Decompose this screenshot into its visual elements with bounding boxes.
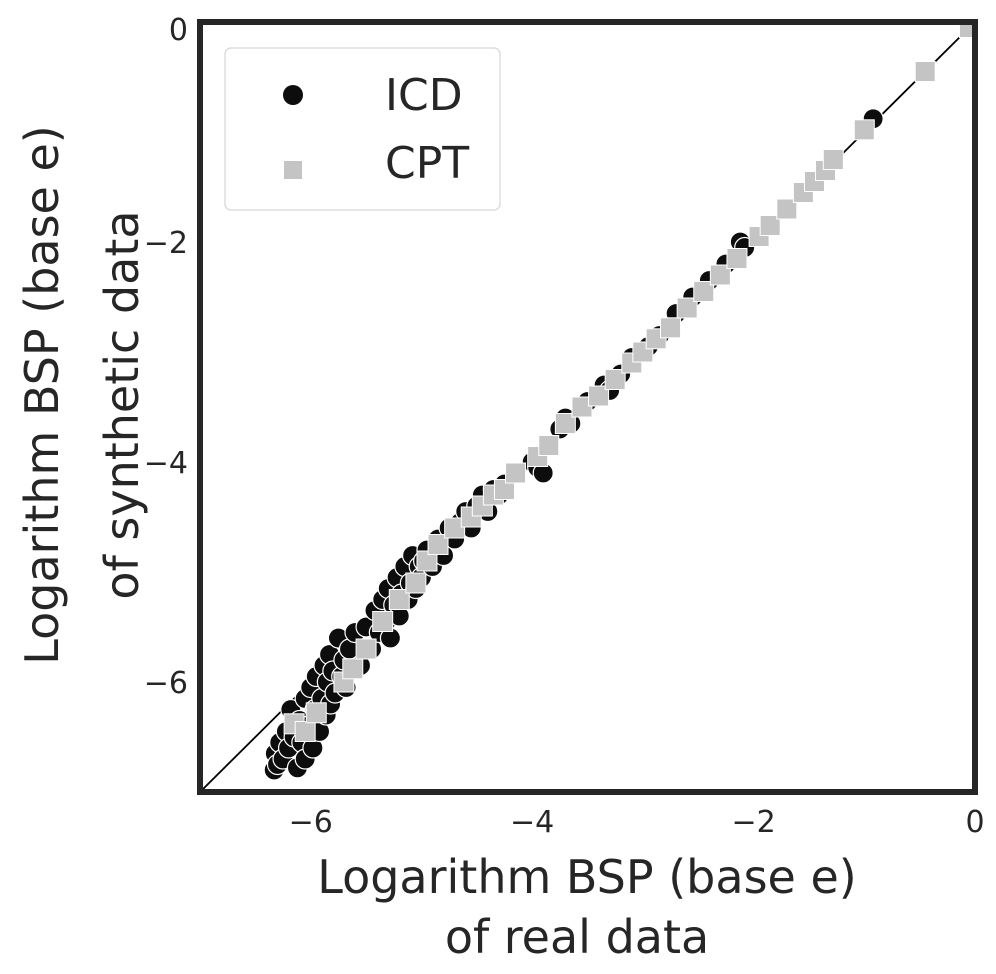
legend-cpt-label: CPT [385,138,469,189]
cpt-point [822,149,844,170]
cpt-point [660,317,682,339]
x-tick-label: −6 [289,805,333,840]
cpt-point [388,589,410,610]
x-axis-ticks: −6 −4 −2 0 [289,805,985,840]
x-tick-label: −2 [731,805,775,840]
cpt-point [505,462,527,484]
cpt-point [693,281,715,302]
cpt-point [538,435,560,456]
x-tick-label: 0 [965,805,984,840]
y-tick-label: 0 [169,13,188,48]
plot-frame [197,19,978,795]
cpt-point [571,396,593,418]
y-axis-label-line-1: Logarithm BSP (base e) [15,125,69,664]
legend-cpt-marker [284,161,302,179]
cpt-point [588,385,610,407]
cpt-point [853,119,875,141]
cpt-point [604,369,626,390]
y-tick-label: −2 [144,226,188,261]
legend-icd-marker [283,85,303,105]
cpt-point [416,550,438,572]
cpt-point [709,264,731,286]
cpt-point [676,297,698,319]
cpt-point [958,22,975,38]
cpt-point [294,721,316,742]
cpt-point [914,61,936,82]
y-tick-label: −6 [144,666,188,701]
y-axis-ticks: −6 −4 −2 0 [144,13,188,701]
cpt-point [355,638,377,660]
series-cpt [283,22,975,742]
cpt-point [405,572,427,594]
cpt-point [427,534,449,555]
y-axis-label-line-2: of synthetic data [95,210,149,599]
cpt-point [372,611,394,632]
cpt-point [493,479,515,500]
x-axis-label-line-1: Logarithm BSP (base e) [317,850,856,904]
cpt-point [776,198,798,220]
y-tick-label: −4 [144,446,188,481]
x-tick-label: −4 [510,805,554,840]
legend-icd-label: ICD [385,70,463,121]
cpt-point [444,517,466,539]
legend: ICD CPT [224,47,501,211]
cpt-point [342,658,364,680]
cpt-point [554,413,576,434]
cpt-point [726,248,748,269]
cpt-point [305,702,327,724]
x-axis-label-line-2: of real data [445,910,709,964]
cpt-point [759,215,781,236]
